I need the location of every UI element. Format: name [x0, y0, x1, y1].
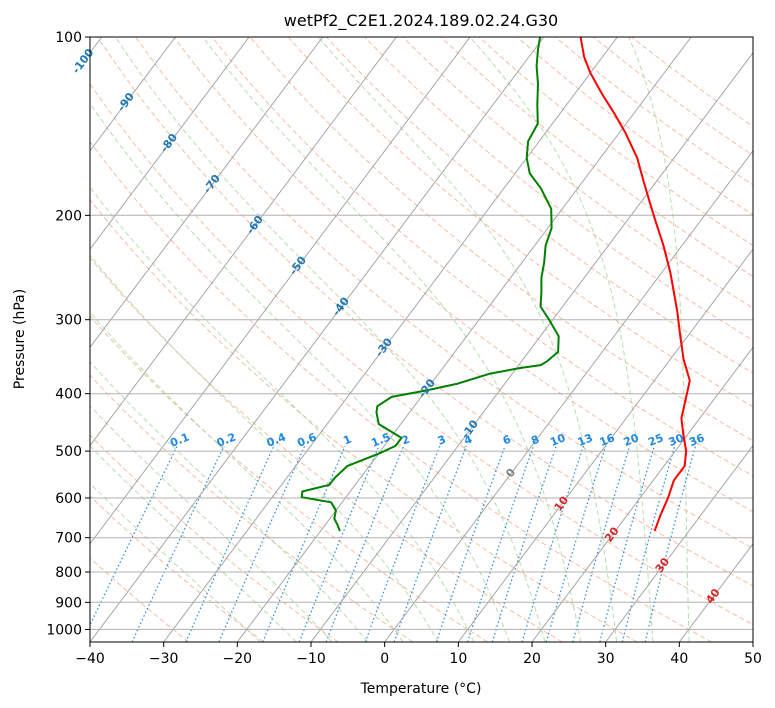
moist-adiabat-line — [90, 361, 369, 642]
series-layer — [300, 37, 691, 532]
dry-adiabat-line — [90, 557, 190, 642]
dry-adiabat-line — [249, 37, 753, 442]
x-tick-label: −30 — [149, 651, 179, 667]
mixing-ratio-line — [572, 445, 631, 642]
y-tick-label: 1000 — [46, 622, 82, 638]
mixing-ratio-label: 25 — [646, 431, 665, 449]
y-tick-label: 400 — [55, 387, 82, 403]
dewpoint-profile-line — [300, 37, 560, 532]
dry-adiabat-line — [96, 37, 753, 587]
x-tick-label: 30 — [597, 651, 615, 667]
dry-adiabat-line — [211, 37, 753, 477]
dry-adiabat-line — [90, 140, 712, 642]
isotherm-line — [90, 37, 176, 152]
isotherm-line — [90, 37, 397, 447]
mixing-ratio-line — [218, 445, 306, 642]
y-tick-label: 300 — [55, 313, 82, 329]
dry-adiabat-line — [90, 315, 488, 642]
moist-adiabat-line — [628, 37, 690, 642]
x-tick-label: 0 — [380, 651, 389, 667]
chart-title: wetPf2_C2E1.2024.189.02.24.G30 — [284, 11, 558, 31]
dry-adiabat-line — [364, 37, 753, 341]
isotherm-line — [163, 37, 618, 642]
dry-adiabat-line — [90, 257, 563, 642]
y-tick-label: 900 — [55, 595, 82, 611]
isotherm-line — [90, 37, 471, 545]
x-tick-label: 40 — [670, 651, 688, 667]
mixing-ratio-label: 3 — [436, 433, 448, 448]
mixing-ratio-line — [364, 445, 441, 642]
y-tick-label: 500 — [55, 444, 82, 460]
mixing-ratio-label: 8 — [529, 433, 541, 448]
dry-adiabat-line — [173, 37, 753, 513]
moist-adiabat-line — [202, 37, 582, 642]
moist-adiabat-line — [90, 482, 261, 642]
moist-adiabat-line — [469, 37, 654, 642]
dry-adiabat-line — [325, 37, 753, 374]
mixing-ratio-line — [466, 445, 535, 642]
y-tick-label: 200 — [55, 208, 82, 224]
dry-adiabat-line — [90, 495, 264, 642]
mixing-ratio-line — [90, 445, 178, 627]
mixing-ratio-label: 20 — [622, 431, 641, 449]
mixing-ratio-label: 10 — [548, 431, 567, 449]
moist-adiabat-line — [90, 254, 439, 642]
isotherm-line — [90, 37, 250, 250]
isotherm-line — [531, 346, 753, 642]
moist-adiabat-line — [90, 102, 510, 642]
moist-adiabat-line — [317, 37, 618, 642]
dry-adiabat-line — [90, 434, 339, 642]
x-tick-label: 50 — [744, 651, 762, 667]
y-tick-label: 100 — [55, 30, 82, 46]
y-tick-label: 600 — [55, 491, 82, 507]
mixing-ratio-line — [545, 445, 607, 642]
dry-adiabat-line — [90, 83, 753, 625]
mixing-ratio-label: 16 — [598, 431, 617, 449]
mixing-ratio-label: 2 — [400, 433, 412, 448]
dry-adiabat-line — [402, 37, 753, 309]
mixing-ratio-line — [491, 445, 557, 642]
y-tick-label: 700 — [55, 531, 82, 547]
moist-adiabat-line — [90, 445, 297, 642]
x-tick-label: −20 — [223, 651, 253, 667]
isotherm-line — [310, 51, 753, 642]
mixing-ratio-line — [644, 445, 697, 642]
y-axis-label: Pressure (hPa) — [12, 289, 28, 389]
isotherm-line — [90, 37, 324, 349]
dry-adiabat-line — [90, 198, 638, 642]
moist-adiabat-line — [90, 311, 404, 642]
mixing-ratio-line — [621, 445, 676, 642]
mixing-ratio-label: 36 — [687, 431, 706, 449]
plot-frame — [89, 36, 754, 643]
moist-adiabat-line — [115, 37, 546, 642]
isotherm-line — [605, 444, 753, 642]
y-axis: 100 200 300 400 500 600 700 800 900 1000 — [46, 30, 90, 638]
mixing-ratio-line — [521, 445, 585, 642]
mixing-ratio-line — [435, 445, 506, 642]
x-tick-label: 20 — [523, 651, 541, 667]
x-tick-label: −40 — [75, 651, 105, 667]
mixing-ratio-label: 13 — [576, 431, 595, 449]
x-axis: −40 −30 −20 −10 0 10 20 30 40 50 — [75, 642, 762, 667]
x-tick-label: −10 — [296, 651, 326, 667]
mixing-ratio-label: 30 — [667, 431, 686, 449]
isotherm-line — [384, 150, 753, 642]
x-axis-label: Temperature (°C) — [360, 681, 482, 697]
moist-adiabat-line — [90, 405, 333, 642]
mixing-ratio-label: 1 — [341, 433, 353, 448]
isotherm-line — [90, 37, 545, 642]
mixing-ratio-line — [599, 445, 655, 642]
isotherm-line — [457, 248, 753, 642]
temperature-profile-line — [579, 37, 691, 532]
isotherm-line — [236, 37, 692, 642]
moist-adiabat-line — [90, 186, 475, 642]
grid-layer — [90, 37, 753, 642]
y-tick-label: 800 — [55, 565, 82, 581]
x-tick-label: 10 — [449, 651, 467, 667]
